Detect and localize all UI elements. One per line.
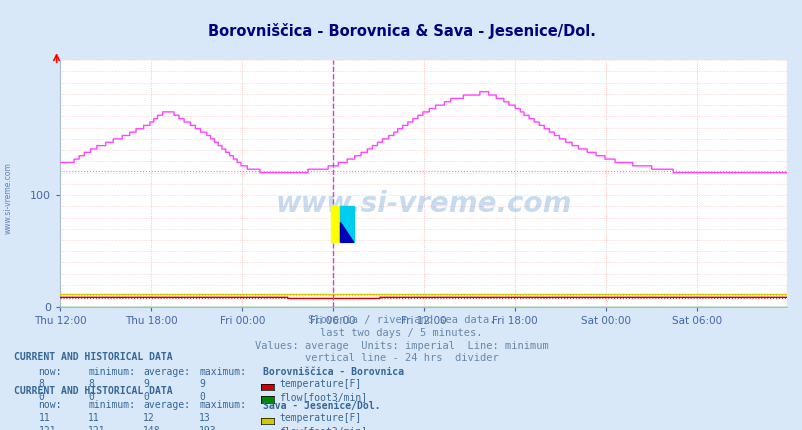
Text: maximum:: maximum: [199,366,246,377]
Text: Borovniščica - Borovnica: Borovniščica - Borovnica [263,366,404,377]
Text: Slovenia / river and sea data.: Slovenia / river and sea data. [307,315,495,325]
Text: 121: 121 [38,426,56,430]
Text: temperature[F]: temperature[F] [279,413,361,424]
Text: flow[foot3/min]: flow[foot3/min] [279,392,367,402]
Text: minimum:: minimum: [88,400,136,411]
Text: maximum:: maximum: [199,400,246,411]
Text: 0: 0 [143,392,148,402]
Text: www.si-vreme.com: www.si-vreme.com [3,162,13,234]
Text: Borovniščica - Borovnica & Sava - Jesenice/Dol.: Borovniščica - Borovnica & Sava - Jeseni… [207,23,595,40]
Text: 0: 0 [88,392,94,402]
Text: 0: 0 [38,392,44,402]
Text: 13: 13 [199,413,211,424]
Text: 12: 12 [143,413,155,424]
Text: 9: 9 [143,379,148,390]
Text: 121: 121 [88,426,106,430]
Text: 8: 8 [38,379,44,390]
Text: 0: 0 [199,392,205,402]
Text: now:: now: [38,366,62,377]
Text: flow[foot3/min]: flow[foot3/min] [279,426,367,430]
Text: 11: 11 [88,413,100,424]
Text: average:: average: [143,400,190,411]
Bar [330,206,340,242]
Text: 148: 148 [143,426,160,430]
Text: CURRENT AND HISTORICAL DATA: CURRENT AND HISTORICAL DATA [14,386,173,396]
Text: 11: 11 [38,413,51,424]
Text: vertical line - 24 hrs  divider: vertical line - 24 hrs divider [304,353,498,363]
Text: 193: 193 [199,426,217,430]
Text: Sava - Jesenice/Dol.: Sava - Jesenice/Dol. [263,400,380,411]
Text: 8: 8 [88,379,94,390]
Text: now:: now: [38,400,62,411]
Text: minimum:: minimum: [88,366,136,377]
Text: last two days / 5 minutes.: last two days / 5 minutes. [320,328,482,338]
Text: 9: 9 [199,379,205,390]
Polygon shape [340,222,353,242]
Text: Values: average  Units: imperial  Line: minimum: Values: average Units: imperial Line: mi… [254,341,548,350]
Text: temperature[F]: temperature[F] [279,379,361,390]
Bar [340,206,353,242]
Text: average:: average: [143,366,190,377]
Text: CURRENT AND HISTORICAL DATA: CURRENT AND HISTORICAL DATA [14,352,173,362]
Text: www.si-vreme.com: www.si-vreme.com [275,190,571,218]
